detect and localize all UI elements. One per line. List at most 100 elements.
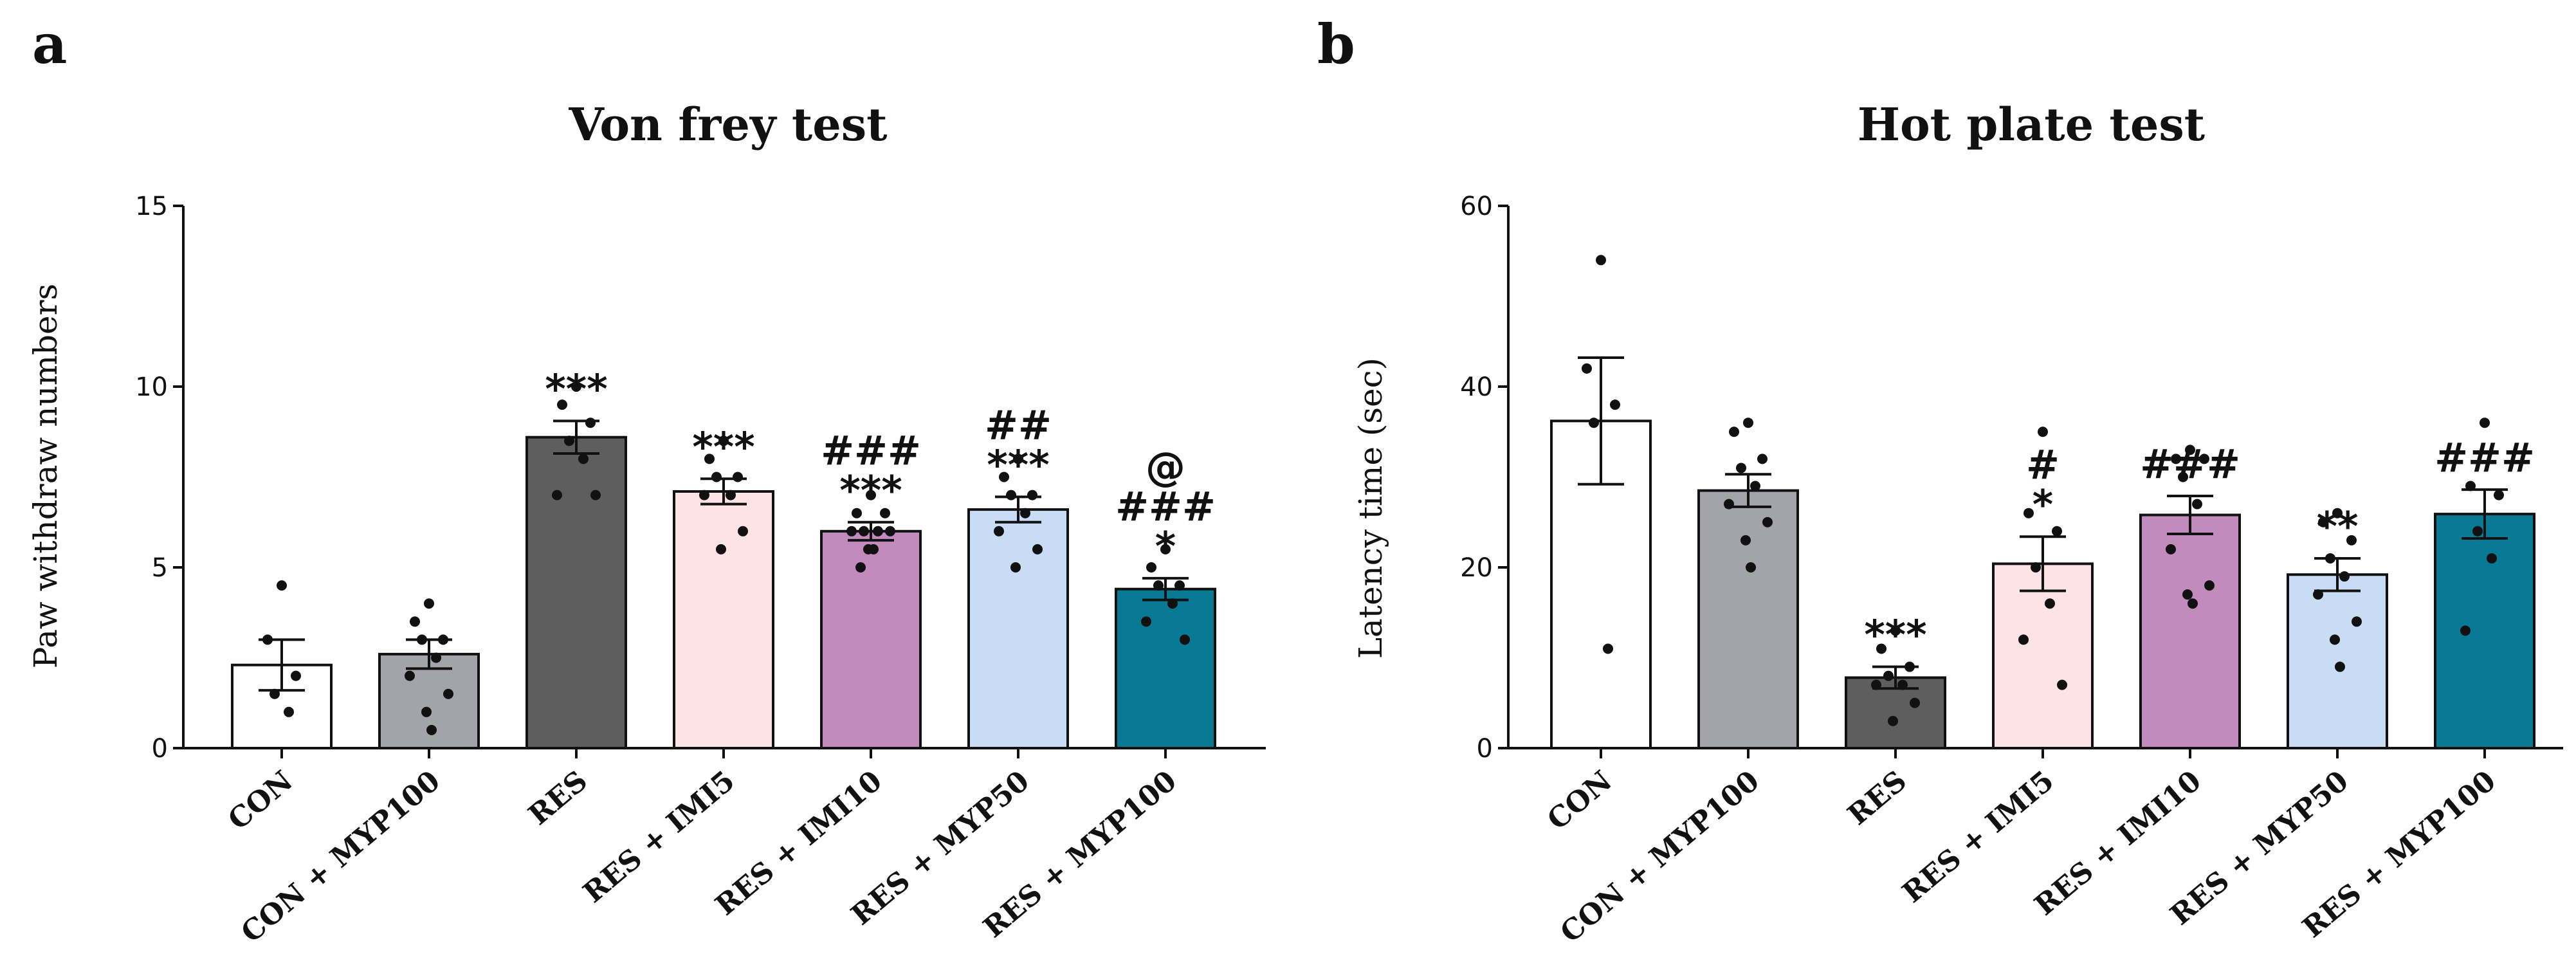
data-point [994, 526, 1004, 536]
panel-letter: b [1317, 12, 1355, 76]
data-point [1141, 616, 1151, 627]
data-point [2178, 472, 2188, 482]
x-tick-label: CON [222, 764, 299, 836]
data-point [885, 526, 895, 536]
significance-label: @ [1146, 443, 1185, 490]
data-point [1743, 417, 1753, 428]
significance-label: * [1155, 523, 1176, 570]
significance-label: ### [821, 427, 921, 474]
data-point [1876, 643, 1886, 654]
data-point [2185, 445, 2195, 455]
data-point [552, 490, 562, 500]
data-point [2460, 625, 2471, 636]
data-point [1027, 490, 1037, 500]
data-point [699, 490, 709, 500]
data-point [1160, 544, 1171, 555]
data-point [1589, 417, 1599, 428]
data-point [1610, 399, 1620, 410]
panel-b: b Hot plate test Latency time (sec) 0 20 4… [1317, 12, 2563, 949]
y-tick-label: 60 [1460, 192, 1493, 221]
bar [1115, 587, 1216, 749]
significance-label: *** [839, 467, 902, 514]
data-point [431, 652, 441, 663]
bar [2434, 513, 2535, 749]
data-point [716, 544, 726, 555]
data-point [262, 634, 273, 645]
data-point [2038, 426, 2048, 437]
data-point [1174, 580, 1185, 591]
data-point [1006, 490, 1016, 500]
data-point [1897, 679, 1908, 690]
data-point [1603, 643, 1613, 654]
data-point [1596, 255, 1606, 266]
significance-label: ### [1115, 483, 1216, 530]
data-point [443, 688, 453, 699]
data-point [1905, 661, 1915, 672]
data-point [2199, 454, 2209, 464]
bar [673, 490, 774, 749]
significance-label: *** [692, 423, 754, 470]
data-point [2487, 553, 2497, 564]
significance-label: ### [2434, 434, 2535, 481]
data-point [405, 670, 415, 681]
data-point [1890, 625, 1901, 636]
data-point [1724, 499, 1734, 509]
panel-letter: a [32, 12, 67, 76]
data-point [1010, 562, 1021, 573]
data-point [2480, 417, 2490, 428]
significance-label: ## [985, 401, 1052, 448]
y-tick-label: 10 [135, 372, 168, 402]
data-point [1740, 535, 1751, 546]
x-tick-label: CON [1541, 764, 1618, 836]
significance-label: * [2032, 481, 2053, 528]
data-point [424, 598, 434, 609]
data-point [873, 526, 883, 536]
y-axis-label: Paw withdraw numbers [27, 284, 64, 668]
data-point [1746, 562, 1756, 573]
data-point [2188, 598, 2198, 609]
x-tick-label: RES [522, 764, 594, 832]
y-tick-label: 40 [1460, 372, 1493, 402]
data-point [2018, 634, 2029, 645]
data-point [269, 688, 280, 699]
data-point [859, 526, 869, 536]
data-point [2325, 553, 2335, 564]
bar [2139, 513, 2241, 749]
data-point [1871, 679, 1881, 690]
y-tick-label: 0 [1477, 734, 1493, 764]
data-point [585, 417, 596, 428]
data-point [2494, 490, 2504, 500]
data-point [855, 562, 866, 573]
data-point [2465, 481, 2476, 491]
data-point [2330, 634, 2340, 645]
bar [2287, 573, 2388, 749]
data-point [438, 634, 448, 645]
data-point [1750, 481, 1760, 491]
data-point [2052, 526, 2062, 536]
data-point [1883, 670, 1894, 681]
data-point [2204, 580, 2215, 591]
x-tick-label: RES + IMI5 [1896, 764, 2060, 909]
data-point [2192, 499, 2202, 509]
data-point [410, 616, 420, 627]
data-point [868, 544, 879, 555]
data-point [1167, 598, 1178, 609]
data-point [2335, 661, 2345, 672]
data-point [291, 670, 301, 681]
data-point [1888, 715, 1898, 726]
data-point [2339, 571, 2350, 582]
bar [820, 529, 922, 749]
data-point [1729, 426, 1739, 437]
data-point [852, 508, 862, 518]
data-point [880, 508, 890, 518]
data-point [2313, 589, 2323, 600]
data-point [2182, 589, 2193, 600]
bar [967, 508, 1069, 750]
data-point [2166, 544, 2176, 555]
data-point [2057, 679, 2067, 690]
data-point [846, 526, 857, 536]
y-tick-label: 5 [152, 553, 168, 583]
data-point [417, 634, 427, 645]
